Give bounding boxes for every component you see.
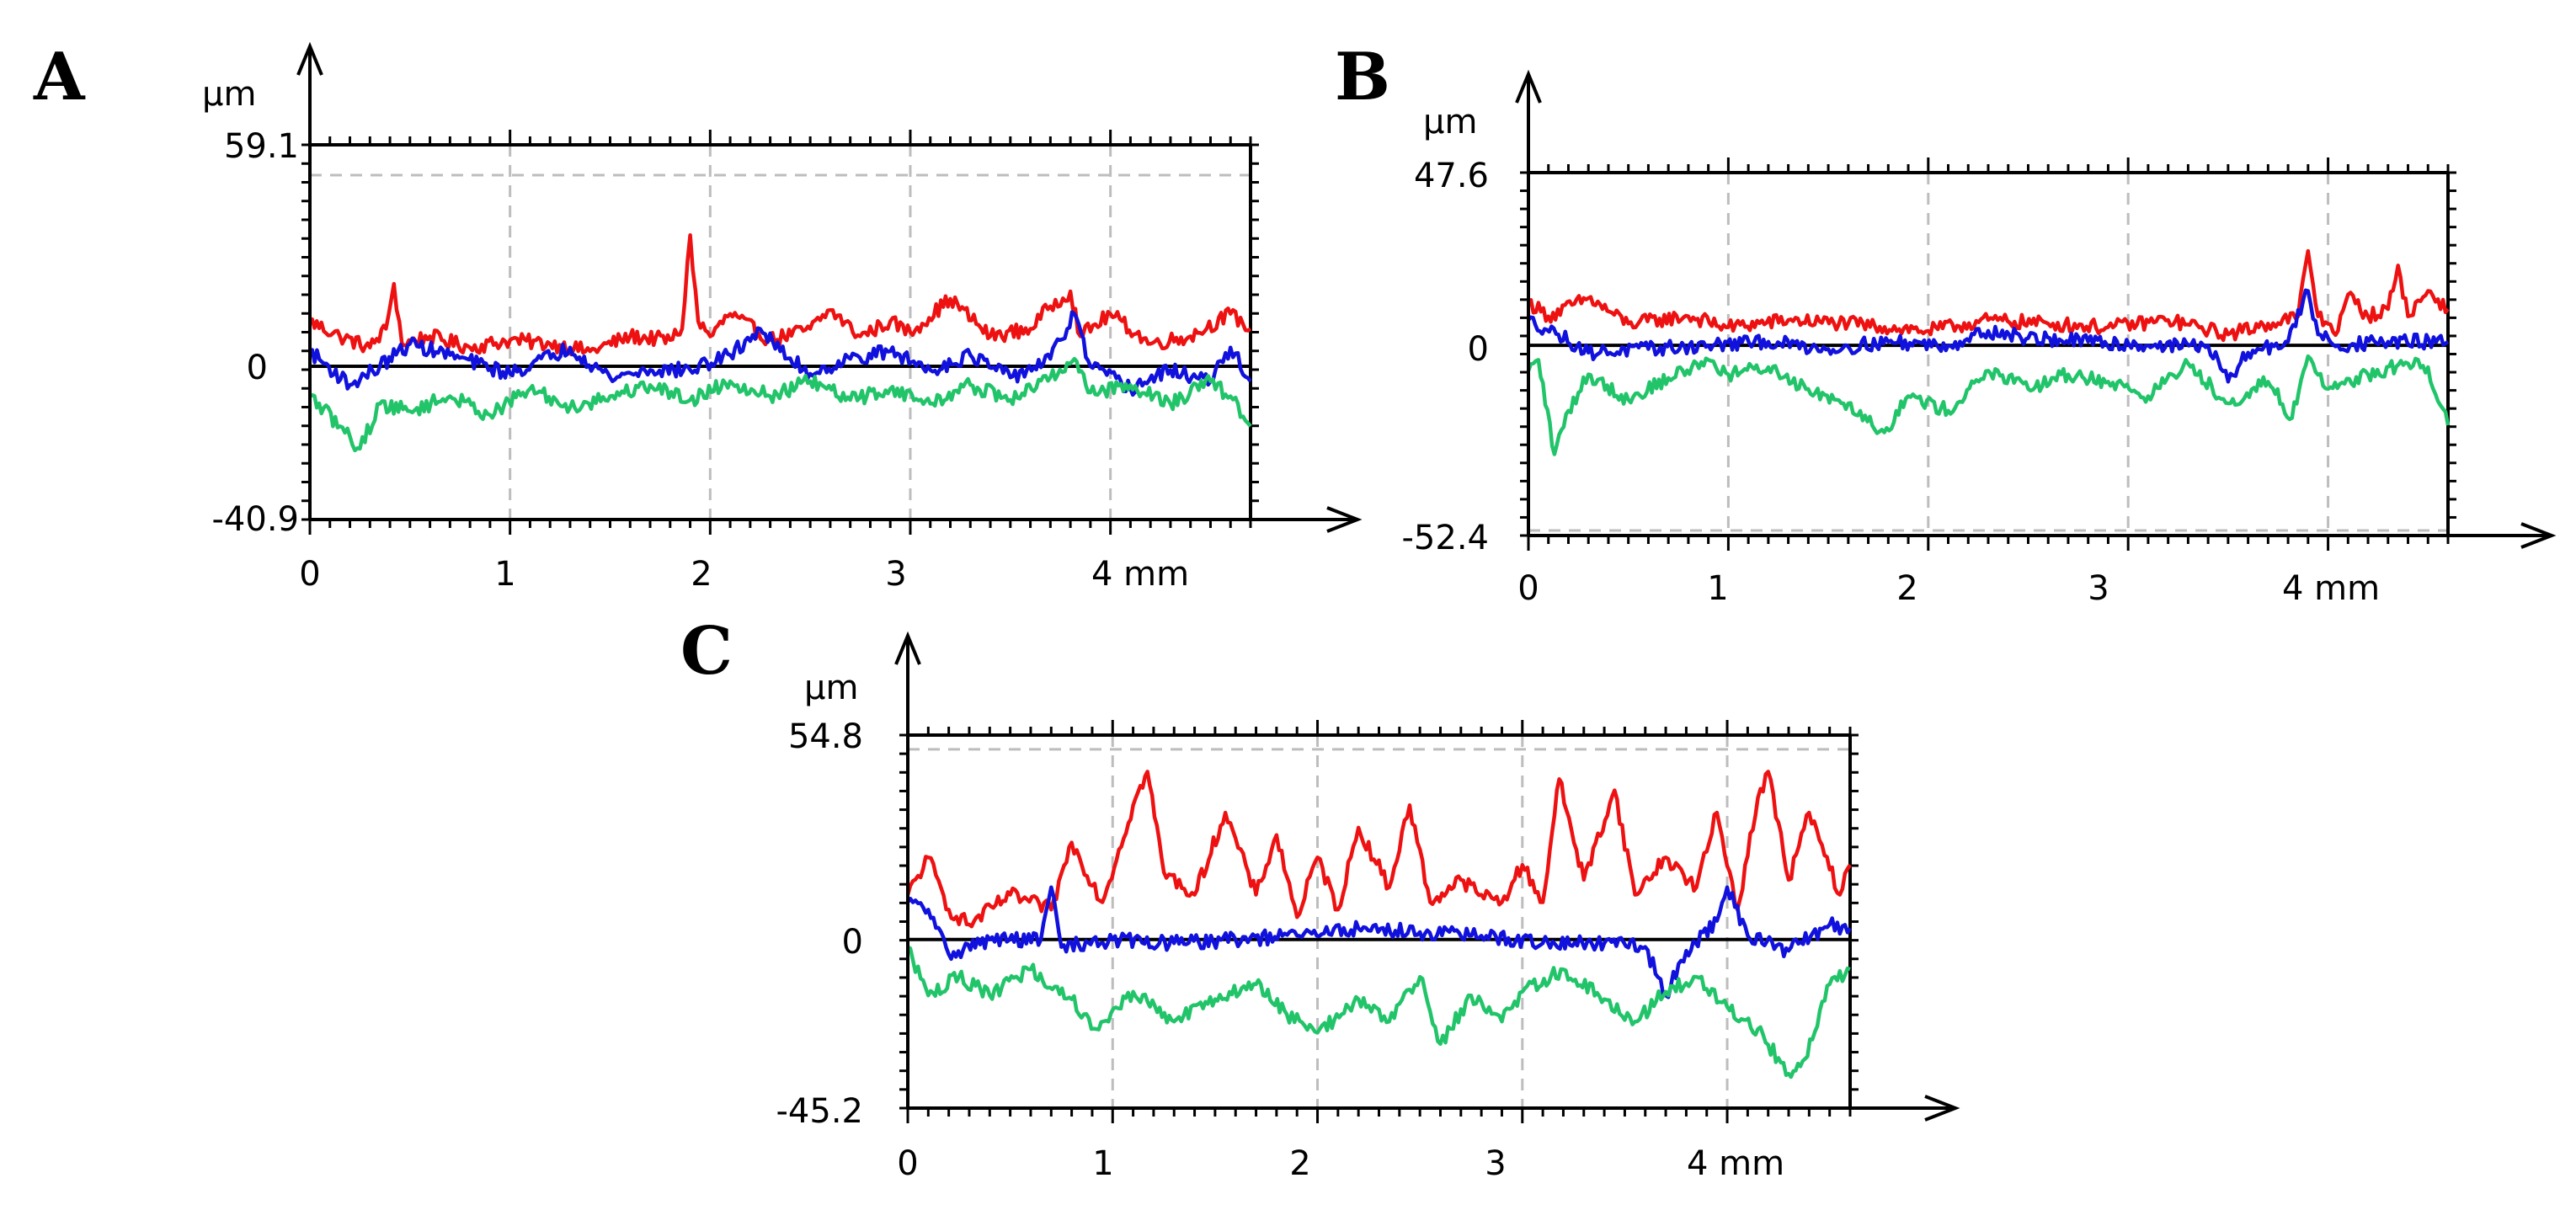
panel-a-x-label-1: 1 (494, 555, 515, 594)
panel-c-x-label-1: 1 (1092, 1144, 1113, 1183)
panel-b-y-zero-label: 0 (1468, 330, 1489, 369)
panel-c-series-red-line (905, 770, 1852, 929)
panel-b-ticks (1520, 157, 2456, 551)
panel-a: A µm 59.1 0 -40.9 0 1 2 3 4 mm (33, 39, 1363, 594)
panel-b-x-label-0: 0 (1517, 569, 1539, 608)
panel-a-y-min-label: -40.9 (212, 500, 300, 539)
panel-c-x-label-2: 2 (1289, 1144, 1310, 1183)
panel-a-y-unit: µm (202, 75, 256, 114)
panel-a-x-axis-arrow (1326, 506, 1363, 533)
panel-a-series-green-line (308, 356, 1252, 453)
panel-c-x-label-0: 0 (897, 1144, 918, 1183)
panel-c-y-max-label: 54.8 (788, 717, 863, 756)
panel-b-y-min-label: -52.4 (1402, 519, 1490, 557)
panel-b-series-green-line (1526, 354, 2451, 456)
panel-c-letter: C (680, 613, 733, 690)
panel-b-x-axis-arrow (2520, 522, 2557, 549)
panel-a-y-axis-arrow (296, 41, 323, 76)
panel-b-x-label-2: 2 (1896, 569, 1917, 608)
panel-a-series-blue-line (308, 310, 1252, 397)
panel-c-series-green-line (906, 945, 1851, 1079)
panel-c-x-axis-arrow (1924, 1095, 1960, 1122)
panel-a-letter: A (33, 39, 86, 115)
panel-b-series-red-line (1527, 248, 2450, 343)
panel-a-x-label-2: 2 (691, 555, 712, 594)
panel-c: C µm 54.8 0 -45.2 0 1 2 3 4 mm (680, 613, 1960, 1183)
panel-a-x-label-4: 4 mm (1091, 555, 1189, 594)
panel-a-y-max-label: 59.1 (224, 127, 299, 166)
panel-c-y-min-label: -45.2 (776, 1092, 864, 1131)
panel-b: B µm 47.6 0 -52.4 0 1 2 3 4 mm (1335, 39, 2557, 608)
panel-c-y-zero-label: 0 (842, 923, 863, 962)
panel-b-y-unit: µm (1423, 103, 1477, 141)
panel-c-y-axis-arrow (894, 631, 921, 665)
panel-a-ticks (301, 130, 1259, 535)
panel-a-x-label-3: 3 (885, 555, 906, 594)
panel-c-series-blue-line (906, 885, 1852, 999)
panel-b-x-label-1: 1 (1707, 569, 1728, 608)
panel-a-x-label-0: 0 (299, 555, 320, 594)
panel-c-x-label-3: 3 (1485, 1144, 1506, 1183)
panel-a-y-zero-label: 0 (247, 349, 268, 387)
panel-b-y-axis-arrow (1515, 69, 1542, 104)
panel-b-x-label-3: 3 (2088, 569, 2109, 608)
panel-c-y-unit: µm (804, 669, 858, 707)
panel-c-x-label-4: 4 mm (1687, 1144, 1784, 1183)
panel-b-x-label-4: 4 mm (2282, 569, 2380, 608)
panel-b-letter: B (1335, 39, 1390, 115)
panel-b-series-blue-line (1527, 288, 2450, 384)
panel-b-y-max-label: 47.6 (1414, 157, 1489, 195)
